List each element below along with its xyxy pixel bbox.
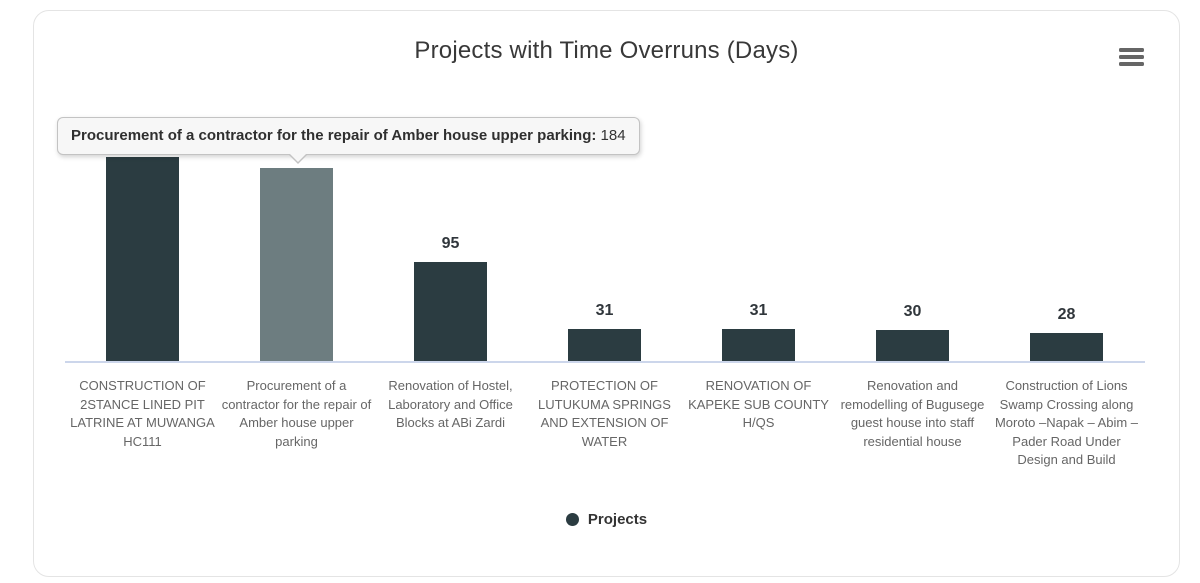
tooltip: Procurement of a contractor for the repa… bbox=[57, 117, 640, 164]
chart-card bbox=[33, 10, 1180, 577]
bar-value-label: 30 bbox=[903, 303, 922, 320]
chart-bar-7[interactable] bbox=[1030, 333, 1103, 362]
x-axis-label: PROTECTION OF LUTUKUMA SPRINGS AND EXTEN… bbox=[538, 378, 671, 449]
bar-value-label: 28 bbox=[1057, 306, 1076, 323]
tooltip-value: 184 bbox=[596, 127, 626, 144]
legend-marker-icon bbox=[565, 513, 579, 526]
chart-bar-4[interactable] bbox=[568, 329, 641, 362]
chart-title: Projects with Time Overruns (Days) bbox=[414, 37, 799, 64]
x-axis-label: CONSTRUCTION OF 2STANCE LINED PIT LATRIN… bbox=[70, 378, 215, 449]
chart-bar-2[interactable] bbox=[260, 168, 333, 362]
x-axis-label: Renovation and remodelling of Bugusege g… bbox=[840, 378, 985, 449]
hamburger-icon bbox=[1118, 48, 1144, 52]
tooltip-point-label: Procurement of a contractor for the repa… bbox=[71, 127, 597, 144]
chart-bar-1[interactable] bbox=[106, 157, 179, 362]
hamburger-icon bbox=[1118, 55, 1144, 59]
x-axis-label: Renovation of Hostel, Laboratory and Off… bbox=[388, 378, 513, 430]
chart-bar-3[interactable] bbox=[414, 262, 487, 362]
x-axis-label: RENOVATION OF KAPEKE SUB COUNTY H/QS bbox=[688, 378, 829, 430]
bar-value-label: 95 bbox=[441, 235, 460, 252]
chart-context-menu-button[interactable] bbox=[1112, 42, 1150, 72]
x-axis-label: Procurement of a contractor for the repa… bbox=[221, 378, 372, 449]
bar-value-label: 31 bbox=[749, 302, 768, 319]
chart-bar-6[interactable] bbox=[876, 330, 949, 362]
x-axis-label: Construction of Lions Swamp Crossing alo… bbox=[994, 378, 1139, 467]
legend: Projects bbox=[33, 511, 1180, 528]
x-axis-line bbox=[65, 361, 1145, 363]
chart-bar-5[interactable] bbox=[722, 329, 795, 362]
bar-value-label: 31 bbox=[595, 302, 614, 319]
hamburger-icon bbox=[1118, 62, 1144, 66]
legend-item-projects[interactable]: Projects bbox=[587, 511, 648, 528]
